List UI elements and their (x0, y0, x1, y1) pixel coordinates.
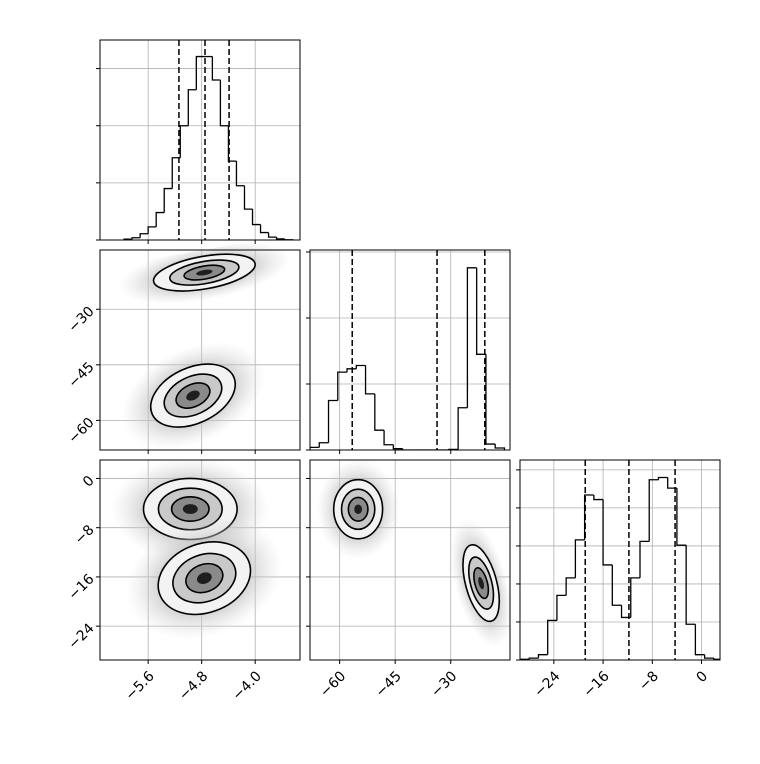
hist-step (310, 446, 320, 450)
hist-step (275, 237, 285, 240)
hist-step (676, 488, 687, 546)
hist-step (235, 161, 245, 187)
hist-step (364, 365, 375, 395)
hist-step (494, 444, 506, 450)
hist-step (383, 430, 394, 446)
hist-step (593, 494, 604, 501)
hist-step (243, 185, 253, 210)
hist-step (346, 368, 357, 373)
panel-frame (99, 459, 301, 661)
x-tick-label: −60 (317, 668, 349, 700)
hist-step (466, 267, 477, 408)
hist-step (602, 499, 613, 566)
x-tick-label: −45 (373, 668, 405, 700)
hist-step (620, 605, 631, 619)
hist-step (251, 209, 261, 226)
y-tick-label: −60 (65, 415, 97, 447)
hist-step (457, 407, 468, 450)
panel-frame (519, 459, 721, 661)
hist-step (556, 594, 567, 621)
hist-step (318, 442, 329, 448)
hist-step (401, 448, 412, 450)
hist-step (611, 564, 622, 606)
hist-step (476, 267, 486, 355)
hist-step (187, 89, 197, 126)
x-tick-label: −5.6 (122, 668, 157, 703)
hist-step (139, 233, 149, 238)
x-tick-label: 0 (694, 668, 712, 686)
y-tick-label: −16 (65, 571, 97, 603)
density-contour (478, 576, 485, 590)
hist-step (392, 444, 403, 450)
hist-step (565, 577, 576, 596)
hist-step (147, 226, 157, 234)
panel-frame (99, 39, 301, 241)
density-contour (196, 572, 212, 584)
y-tick-label: 0 (80, 473, 98, 491)
density-contour (186, 390, 200, 401)
panel-frame (309, 249, 511, 451)
y-tick-label: −30 (65, 304, 97, 336)
y-tick-label: −45 (65, 359, 97, 391)
hist-step (537, 654, 548, 659)
hist-step (219, 80, 229, 127)
hist-step (171, 157, 181, 189)
hist-step (667, 477, 677, 489)
hist-step (155, 211, 165, 227)
x-tick-label: −24 (531, 668, 563, 700)
hist-step (211, 56, 221, 81)
density-contour (182, 504, 198, 514)
hist-step (355, 364, 366, 369)
hist-step (574, 539, 585, 578)
y-tick-label: −24 (65, 620, 97, 652)
x-tick-label: −4.0 (229, 668, 264, 703)
hist-step (327, 399, 338, 443)
hist-step (374, 393, 385, 431)
hist-step (267, 232, 277, 238)
density-contour (196, 269, 213, 276)
hist-step (630, 577, 640, 618)
hist-step (713, 658, 720, 660)
hist-step (195, 55, 205, 90)
panel-frame (309, 459, 511, 661)
x-tick-label: −16 (581, 668, 613, 700)
x-tick-label: −8 (636, 668, 662, 694)
hist-step (259, 224, 269, 234)
density-contour (354, 504, 363, 514)
x-tick-label: −30 (428, 668, 460, 700)
panel-frame (99, 249, 301, 451)
hist-step (639, 540, 650, 578)
hist-step (337, 371, 348, 401)
x-tick-label: −4.8 (176, 668, 211, 703)
hist-step (694, 624, 705, 656)
hist-step (485, 354, 496, 445)
hist-step (583, 494, 594, 540)
hist-step (648, 479, 659, 542)
hist-step (528, 657, 539, 660)
hist-step (520, 658, 530, 660)
hist-step (179, 125, 189, 158)
hist-step (163, 187, 173, 213)
hist-step (131, 237, 141, 240)
hist-step (703, 654, 714, 659)
hist-step (657, 476, 668, 480)
y-tick-label: −8 (72, 522, 98, 548)
hist-step (547, 619, 557, 655)
hist-step (685, 545, 696, 625)
